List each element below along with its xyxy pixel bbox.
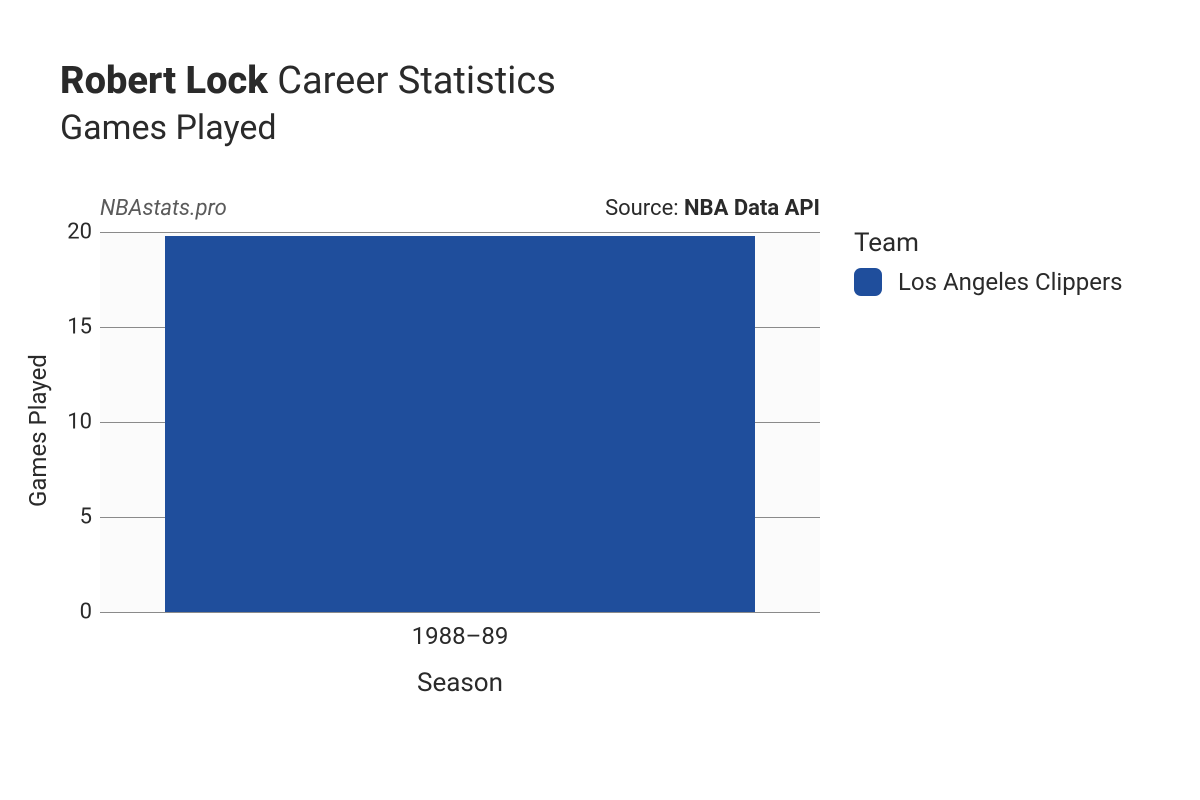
y-axis-label: Games Played [24, 354, 52, 507]
y-tick-label: 20 [42, 220, 92, 245]
chart-subtitle: Games Played [60, 108, 556, 148]
title-block: Robert Lock Career Statistics Games Play… [60, 60, 556, 148]
plot-area [100, 232, 820, 612]
legend-swatch [854, 268, 882, 296]
bar [165, 236, 755, 612]
y-tick-label: 15 [42, 315, 92, 340]
x-axis-label: Season [100, 668, 820, 698]
chart-title-line1: Robert Lock Career Statistics [60, 60, 556, 104]
source-prefix: Source: [605, 196, 684, 221]
player-name: Robert Lock [60, 59, 268, 103]
watermark: NBAstats.pro [100, 196, 227, 221]
y-tick-label: 0 [42, 600, 92, 625]
title-suffix: Career Statistics [268, 59, 556, 103]
legend-item-label: Los Angeles Clippers [898, 268, 1122, 296]
y-tick-label: 5 [42, 505, 92, 530]
gridline [100, 612, 820, 613]
source-attribution: Source: NBA Data API [605, 196, 820, 221]
legend-item: Los Angeles Clippers [854, 268, 1122, 296]
legend-title: Team [854, 228, 919, 258]
chart-container: Robert Lock Career Statistics Games Play… [0, 0, 1200, 800]
x-tick-label: 1988–89 [100, 622, 820, 650]
source-name: NBA Data API [684, 196, 820, 221]
gridline [100, 232, 820, 233]
